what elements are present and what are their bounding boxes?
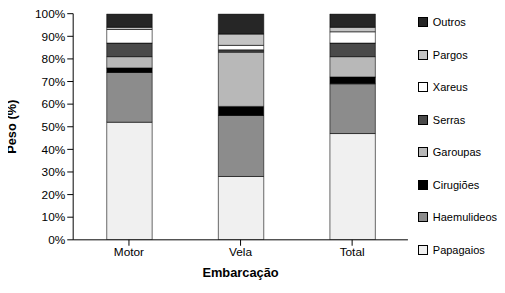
- svg-text:70%: 70%: [42, 75, 66, 89]
- svg-text:30%: 30%: [42, 165, 66, 179]
- svg-text:90%: 90%: [42, 30, 66, 44]
- html-text:Papagaios: Papagaios: [432, 243, 485, 256]
- svg-text:80%: 80%: [42, 52, 66, 66]
- html-text:Pargos: Pargos: [432, 48, 468, 61]
- svg-text:20%: 20%: [42, 188, 66, 202]
- svg-text:100%: 100%: [35, 8, 66, 21]
- svg-text:60%: 60%: [42, 97, 66, 111]
- svg-text:0%: 0%: [48, 233, 66, 247]
- svg-text:Vela: Vela: [229, 245, 252, 259]
- svg-text:Total: Total: [340, 245, 365, 259]
- svg-text:40%: 40%: [42, 143, 66, 157]
- svg-text:Embarcação: Embarcação: [202, 265, 278, 280]
- html-text:Serras: Serras: [432, 113, 466, 126]
- html-text:Haemulideos: Haemulideos: [432, 211, 497, 224]
- html-text:Outros: Outros: [432, 16, 466, 28]
- svg-text:50%: 50%: [42, 120, 66, 134]
- svg-text:Peso (%): Peso (%): [8, 100, 20, 154]
- html-text:Xareus: Xareus: [432, 81, 468, 94]
- svg-text:10%: 10%: [42, 210, 66, 224]
- svg-text:Motor: Motor: [114, 245, 144, 259]
- html-text:Cirugiões: Cirugiões: [432, 178, 480, 191]
- html-text:Garoupas: Garoupas: [432, 146, 482, 159]
